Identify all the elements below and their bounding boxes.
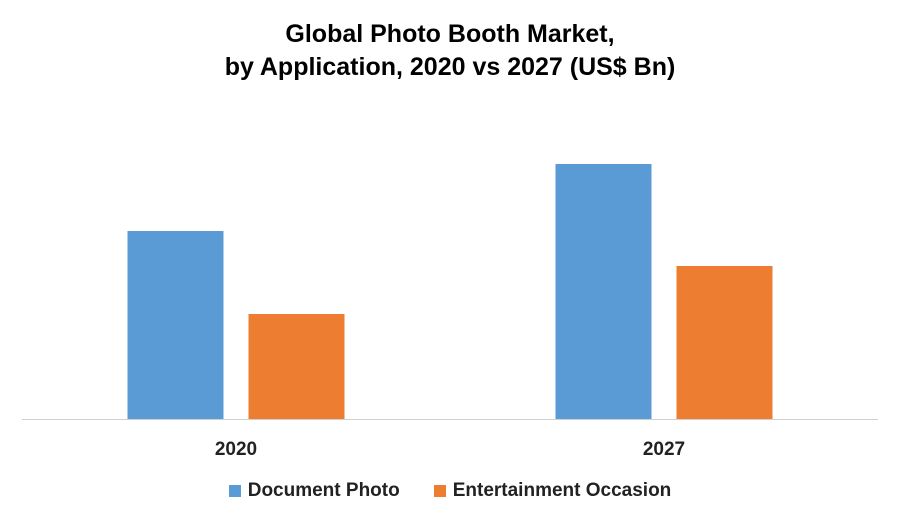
bar-2020-document-photo xyxy=(127,231,224,419)
legend-label-entertainment-occasion: Entertainment Occasion xyxy=(452,480,672,501)
x-tick-label-2027: 2027 xyxy=(643,439,685,460)
legend-swatch-entertainment-occasion xyxy=(433,485,446,497)
bar-2020-entertainment-occasion xyxy=(248,314,345,419)
legend-item-entertainment-occasion: Entertainment Occasion xyxy=(433,480,672,502)
bar-2027-entertainment-occasion xyxy=(676,266,773,419)
legend-label-document-photo: Document Photo xyxy=(247,480,400,501)
legend-swatch-document-photo xyxy=(228,485,241,497)
chart-legend: Document Photo Entertainment Occasion xyxy=(0,480,900,502)
x-tick-label-2020: 2020 xyxy=(215,439,257,460)
bar-2027-document-photo xyxy=(555,164,652,419)
chart-title: Global Photo Booth Market, by Applicatio… xyxy=(0,18,900,84)
chart-title-line-2: by Application, 2020 vs 2027 (US$ Bn) xyxy=(224,53,676,81)
chart-title-line-1: Global Photo Booth Market, xyxy=(285,20,615,48)
legend-item-document-photo: Document Photo xyxy=(228,480,400,502)
